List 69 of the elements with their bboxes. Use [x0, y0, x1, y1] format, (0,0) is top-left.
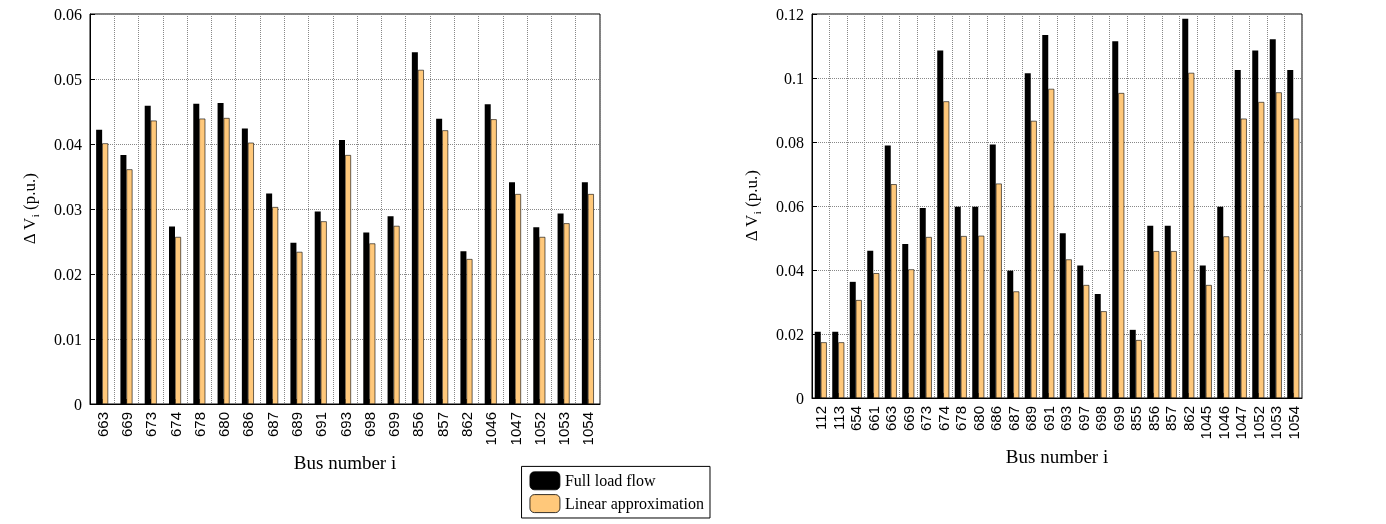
x-tick-label: 1045: [1197, 406, 1215, 440]
x-tick-label: 856: [1144, 406, 1162, 432]
x-tick-label: 699: [385, 412, 403, 438]
x-tick-label: 856: [409, 412, 427, 438]
x-axis-title: Bus number i: [1005, 446, 1109, 468]
x-tick-label: 654: [847, 406, 865, 432]
x-tick-label: 1054: [579, 412, 597, 446]
x-tick-label: 112: [812, 406, 830, 430]
x-tick-label: 1052: [1249, 406, 1267, 440]
x-tick-label: 661: [864, 406, 882, 432]
x-tick-label: 687: [263, 412, 281, 438]
x-tick-label: 673: [917, 406, 935, 432]
y-tick-label: 0.1: [784, 69, 804, 87]
x-tick-label: 862: [1179, 406, 1197, 432]
x-tick-label: 691: [1039, 406, 1057, 432]
y-tick-label: 0.06: [776, 197, 804, 215]
x-tick-label: 698: [360, 412, 378, 438]
x-axis-title: Bus number i: [293, 452, 397, 474]
y-tick-label: 0: [74, 395, 82, 413]
x-tick-label: 699: [1109, 406, 1127, 432]
legend-label: Full load flow: [564, 472, 657, 490]
x-tick-label: 862: [457, 412, 475, 438]
y-tick-label: 0: [796, 389, 804, 407]
x-tick-label: 693: [336, 412, 354, 438]
x-tick-label: 693: [1057, 406, 1075, 432]
x-tick-label: 691: [312, 412, 330, 438]
x-tick-label: 857: [1162, 406, 1180, 432]
x-tick-label: 674: [166, 412, 184, 438]
y-tick-label: 0.04: [776, 261, 804, 279]
x-tick-label: 663: [882, 406, 900, 432]
x-tick-label: 1053: [555, 412, 573, 446]
y-tick-label: 0.02: [776, 325, 804, 343]
x-tick-label: 678: [952, 406, 970, 432]
x-tick-label: 1047: [1232, 406, 1250, 440]
y-tick-label: 0.02: [54, 265, 82, 283]
x-tick-label: 697: [1074, 406, 1092, 432]
x-tick-label: 687: [1004, 406, 1022, 432]
x-tick-label: 1046: [482, 412, 500, 446]
x-tick-label: 680: [969, 406, 987, 432]
y-axis-title: Δ Vi (p.u.): [20, 173, 41, 245]
legend-label: Linear approximation: [564, 495, 704, 514]
y-tick-label: 0.03: [54, 200, 82, 218]
x-tick-label: 673: [142, 412, 160, 438]
x-tick-label: 1052: [530, 412, 548, 446]
y-tick-label: 0.06: [54, 5, 82, 23]
x-tick-label: 686: [987, 406, 1005, 432]
x-tick-label: 113: [829, 406, 847, 430]
x-tick-label: 1053: [1267, 406, 1285, 440]
x-tick-label: 680: [215, 412, 233, 438]
x-tick-label: 1047: [506, 412, 524, 446]
x-tick-label: 663: [93, 412, 111, 438]
y-tick-label: 0.08: [776, 133, 804, 151]
y-tick-label: 0.12: [776, 5, 804, 23]
y-tick-label: 0.01: [54, 330, 82, 348]
x-tick-label: 1046: [1214, 406, 1232, 440]
x-tick-label: 678: [190, 412, 208, 438]
x-tick-label: 1054: [1284, 406, 1302, 440]
y-axis-title: Δ Vi (p.u.): [742, 170, 763, 242]
x-tick-label: 674: [934, 406, 952, 432]
x-tick-label: 669: [117, 412, 135, 438]
x-tick-label: 855: [1127, 406, 1145, 432]
x-tick-label: 698: [1092, 406, 1110, 432]
x-tick-label: 689: [1022, 406, 1040, 432]
y-tick-label: 0.04: [54, 135, 82, 153]
x-tick-label: 686: [239, 412, 257, 438]
y-tick-label: 0.05: [54, 70, 82, 88]
x-tick-label: 669: [899, 406, 917, 432]
x-tick-label: 689: [287, 412, 305, 438]
x-tick-label: 857: [433, 412, 451, 438]
